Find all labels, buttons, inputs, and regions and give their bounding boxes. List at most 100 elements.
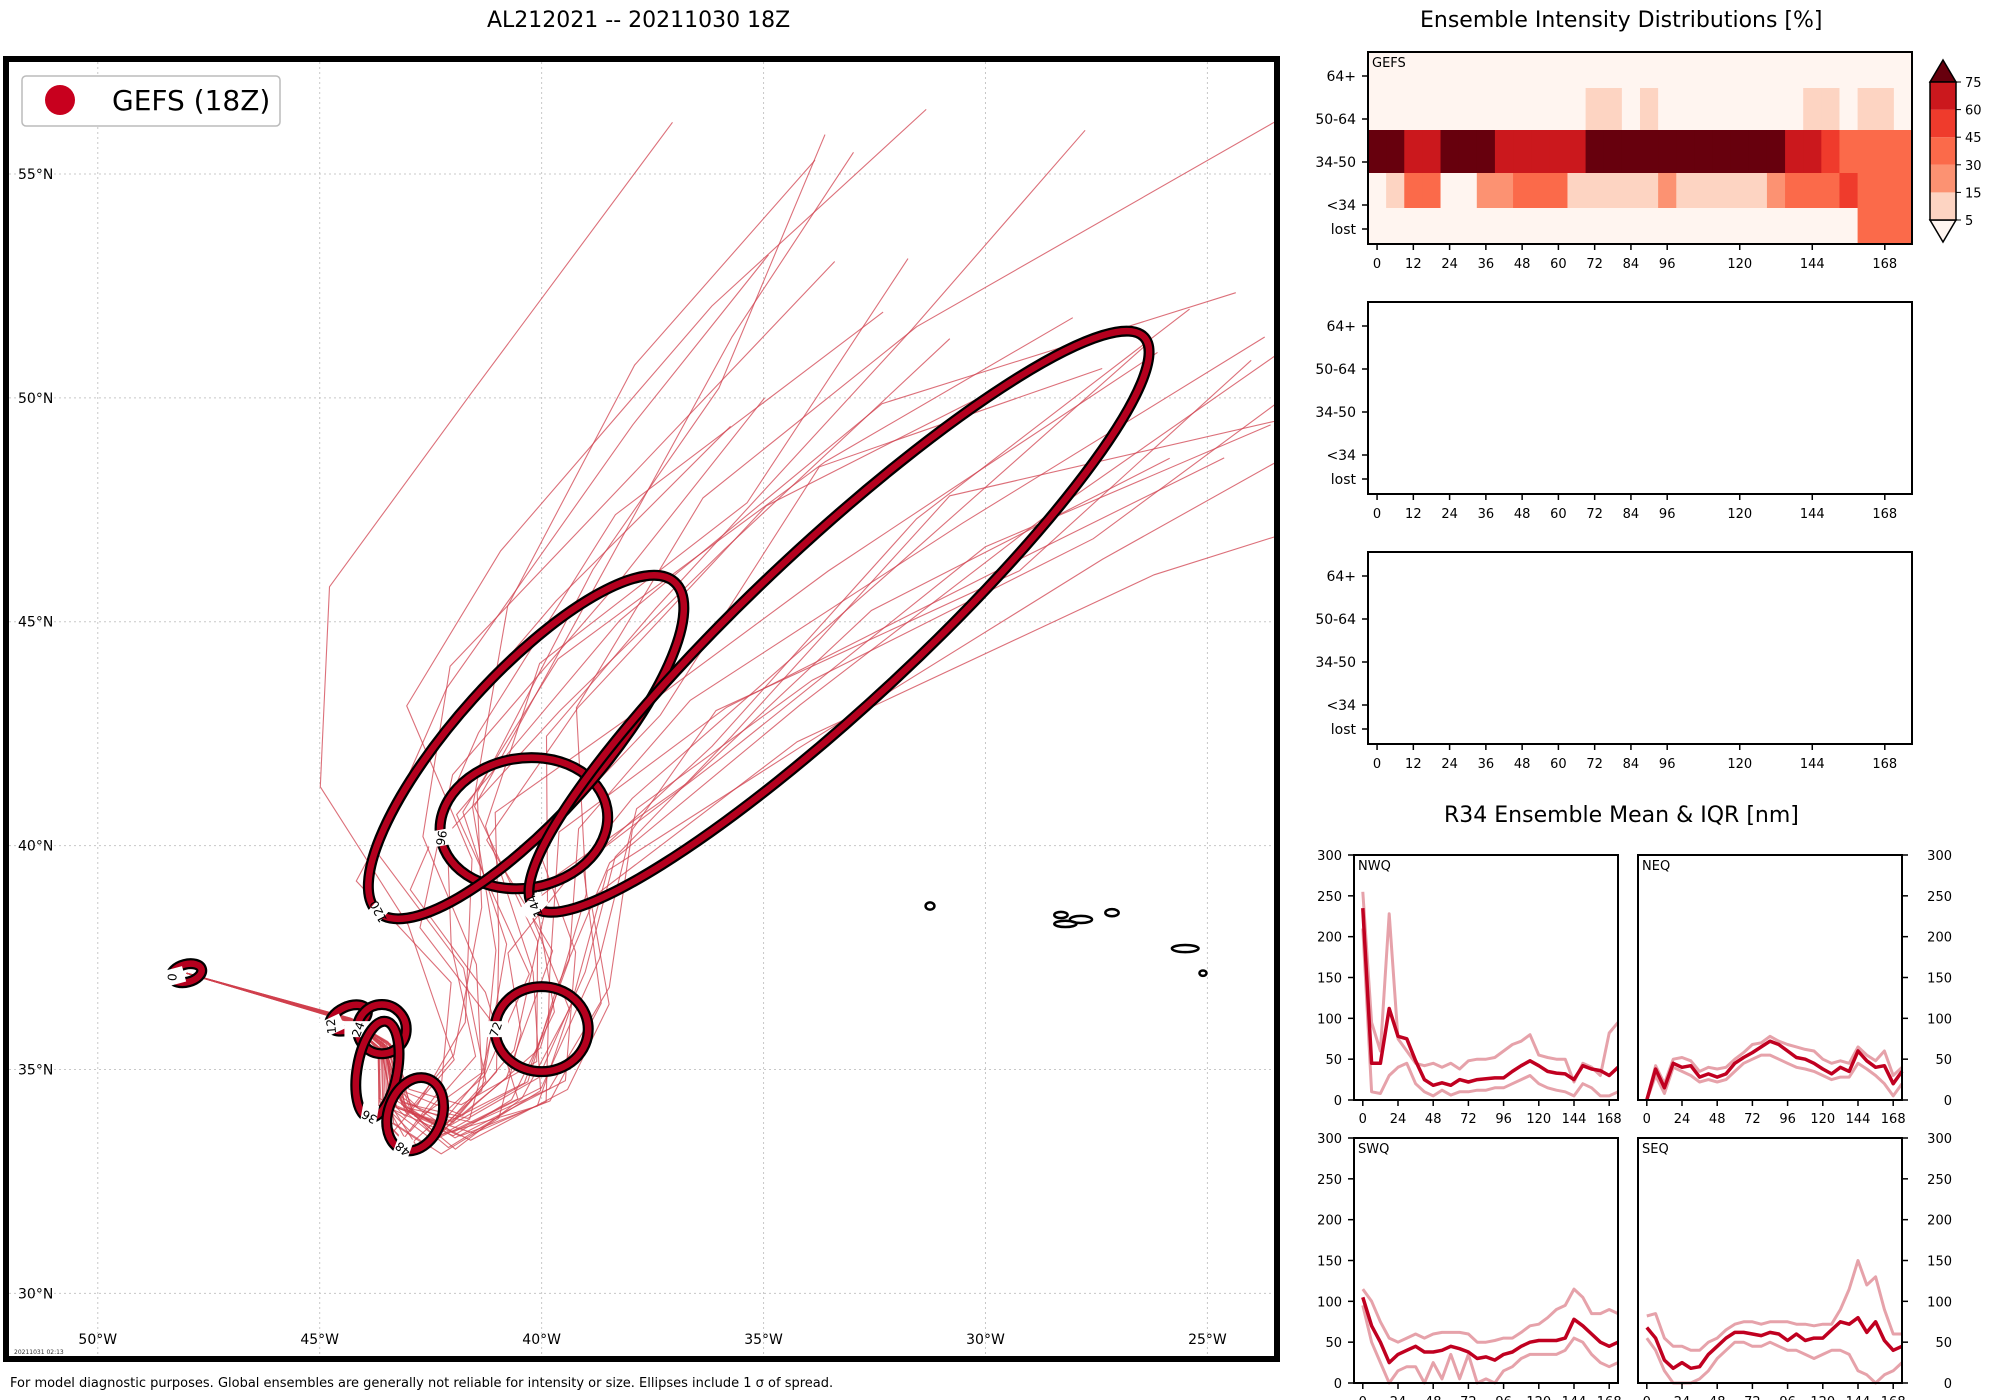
x-tick-label: 96: [1659, 757, 1676, 772]
heatmap-cell: [1494, 88, 1514, 131]
heatmap-cell: [1658, 208, 1677, 245]
x-tick-label: 96: [1659, 507, 1676, 522]
x-tick-label: 72: [1460, 1395, 1477, 1400]
heatmap-cell: [1567, 88, 1587, 131]
iqr-upper-line: [1646, 1259, 1902, 1352]
heatmap-cell: [1531, 173, 1550, 209]
x-tick-label: 168: [1881, 1112, 1906, 1127]
spread-ellipse: 36: [350, 1015, 405, 1132]
x-tick-label: 0: [1373, 507, 1381, 522]
x-tick-label: 24: [1674, 1112, 1691, 1127]
x-tick-label: 72: [1460, 1112, 1477, 1127]
heatmap-cell: [1386, 130, 1405, 174]
heatmap-cell: [1440, 130, 1460, 174]
heatmap-cell: [1458, 88, 1478, 131]
heatmap-cell: [1766, 208, 1786, 245]
ellipse-hour-label: 12: [324, 1018, 339, 1034]
x-tick-label: 120: [1727, 257, 1752, 272]
heatmap-cell: [1458, 52, 1478, 89]
heatmap-cell: [1893, 88, 1913, 131]
spread-ellipse: 144: [518, 325, 1155, 921]
heatmap-cell: [1766, 88, 1786, 131]
island: [1053, 910, 1069, 920]
lat-label: 45°N: [18, 615, 53, 631]
heatmap-cell: [1476, 173, 1496, 209]
x-tick-label: 144: [1800, 757, 1825, 772]
lon-label: 30°W: [966, 1332, 1005, 1348]
ellipse-hour-label: 72: [487, 1020, 505, 1039]
y-tick-label: 200: [1317, 931, 1342, 946]
heatmap-cell: [1748, 88, 1768, 131]
heatmap-cell: [1839, 130, 1859, 174]
map-frame: [3, 56, 1280, 1362]
x-tick-label: 168: [1872, 257, 1897, 272]
r34-panel-nwq: NWQ 0 50 100 150 200 250 300 0 24 48 72 96 120 144 168: [1317, 849, 1621, 1127]
x-tick-label: 96: [1779, 1112, 1796, 1127]
heatmap-cell: [1513, 52, 1532, 89]
x-tick-label: 48: [1425, 1112, 1442, 1127]
y-tick-label: 100: [1927, 1012, 1952, 1027]
x-tick-label: 12: [1405, 507, 1422, 522]
colorbar-tick-label: 15: [1965, 186, 1982, 201]
heatmap-cell: [1821, 208, 1841, 245]
heatmap-cell: [1368, 130, 1387, 174]
island: [924, 901, 936, 911]
x-tick-label: 96: [1495, 1395, 1512, 1400]
x-tick-label: 72: [1744, 1112, 1761, 1127]
x-tick-label: 60: [1550, 257, 1567, 272]
ensemble-track: [186, 258, 909, 1149]
heatmap-cell: [1875, 173, 1895, 209]
heatmap-cell: [1549, 208, 1569, 245]
r34-title: R34 Ensemble Mean & IQR [nm]: [1444, 803, 1799, 828]
heatmap-cell: [1857, 88, 1877, 131]
heatmap-cell: [1658, 130, 1677, 174]
island: [1104, 907, 1120, 918]
x-tick-label: 96: [1495, 1112, 1512, 1127]
spread-ellipse: 0: [156, 958, 208, 989]
legend-label: GEFS (18Z): [112, 84, 270, 117]
panel-label: GEFS: [1372, 56, 1406, 71]
colorbar-band: [1930, 82, 1956, 110]
heatmap-cell: [1549, 130, 1569, 174]
map-title: AL212021 -- 20211030 18Z: [487, 8, 791, 33]
legend-marker-icon: [45, 85, 75, 115]
heatmap-cell: [1494, 173, 1514, 209]
lon-label: 45°W: [300, 1332, 339, 1348]
heatmap-cell: [1585, 52, 1605, 89]
x-tick-label: 72: [1586, 757, 1603, 772]
heatmap-cell: [1640, 88, 1659, 131]
heatmap-cell: [1386, 88, 1405, 131]
heatmap-cell: [1694, 130, 1714, 174]
heatmap-cell: [1821, 88, 1841, 131]
y-tick-label: 64+: [1326, 319, 1356, 335]
colorbar-extend-min: [1928, 219, 1958, 244]
heatmap-cell: [1621, 88, 1641, 131]
y-tick-label: 250: [1317, 890, 1342, 905]
heatmap-cell: [1531, 130, 1550, 174]
azores-islands: [924, 901, 1208, 978]
x-tick-label: 12: [1405, 757, 1422, 772]
heatmap-cell: [1748, 52, 1768, 89]
heatmap-cell: [1893, 173, 1913, 209]
heatmap-cell: [1476, 52, 1496, 89]
ellipse-hour-label: 0: [165, 973, 180, 982]
mean-line: [1361, 1296, 1619, 1365]
y-tick-label: 50: [1325, 1053, 1342, 1068]
heatmap-cell: [1694, 173, 1714, 209]
heatmap-cell: [1893, 208, 1913, 245]
heatmap-cell: [1839, 52, 1859, 89]
x-tick-label: 72: [1586, 257, 1603, 272]
x-tick-label: 168: [1881, 1395, 1906, 1400]
mean-line: [1645, 1315, 1903, 1371]
heatmap-cell: [1730, 52, 1750, 89]
panel-label: SEQ: [1642, 1142, 1669, 1157]
iqr-lower-line: [1645, 1337, 1904, 1385]
heatmap-cell: [1603, 88, 1623, 131]
heatmap-cell: [1640, 52, 1659, 89]
ensemble-track: [186, 151, 854, 1106]
heatmap-cell: [1712, 52, 1732, 89]
heatmap-cell: [1513, 88, 1532, 131]
lon-label: 35°W: [744, 1332, 783, 1348]
heatmap-cell: [1621, 52, 1641, 89]
heatmap-cell: [1386, 208, 1405, 245]
